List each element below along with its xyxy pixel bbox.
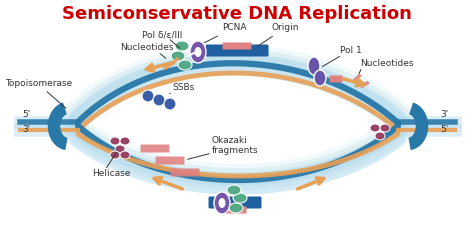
Ellipse shape [171,51,185,61]
Ellipse shape [178,60,192,70]
Ellipse shape [227,185,241,195]
FancyBboxPatch shape [155,156,184,164]
Text: Semiconservative DNA Replication: Semiconservative DNA Replication [62,5,412,23]
Text: PCNA: PCNA [204,23,246,43]
Ellipse shape [110,151,120,159]
Text: SSBs: SSBs [172,83,194,92]
Ellipse shape [233,193,247,203]
Ellipse shape [375,132,385,140]
Ellipse shape [110,137,120,145]
Ellipse shape [120,137,130,145]
Ellipse shape [194,47,201,57]
Text: 5': 5' [440,125,448,134]
Text: Okazaki
fragments: Okazaki fragments [212,136,259,155]
FancyBboxPatch shape [206,44,268,57]
Circle shape [164,98,176,110]
Ellipse shape [214,192,230,214]
Circle shape [142,90,154,102]
FancyBboxPatch shape [171,168,200,177]
Ellipse shape [380,124,390,132]
Circle shape [153,94,165,106]
Ellipse shape [175,41,189,51]
Text: 5': 5' [22,110,30,119]
Ellipse shape [229,203,243,213]
Ellipse shape [120,151,130,159]
Ellipse shape [370,124,380,132]
Text: Origin: Origin [257,23,300,46]
Ellipse shape [314,70,326,86]
Text: Pol 1: Pol 1 [340,46,362,55]
Text: Helicase: Helicase [92,169,130,178]
FancyBboxPatch shape [329,75,343,83]
FancyBboxPatch shape [218,207,246,214]
Text: Nucleotides: Nucleotides [120,43,173,52]
Ellipse shape [219,198,226,208]
Ellipse shape [115,145,125,153]
Text: 3': 3' [22,125,30,134]
Text: Nucleotides: Nucleotides [360,59,413,68]
Ellipse shape [308,57,320,75]
FancyBboxPatch shape [209,196,262,209]
Text: Topoisomerase: Topoisomerase [5,79,72,88]
FancyBboxPatch shape [140,145,170,153]
Text: 3': 3' [440,110,448,119]
Ellipse shape [190,41,206,63]
FancyBboxPatch shape [222,42,252,50]
Text: Pol δ/ε/III: Pol δ/ε/III [142,31,182,40]
